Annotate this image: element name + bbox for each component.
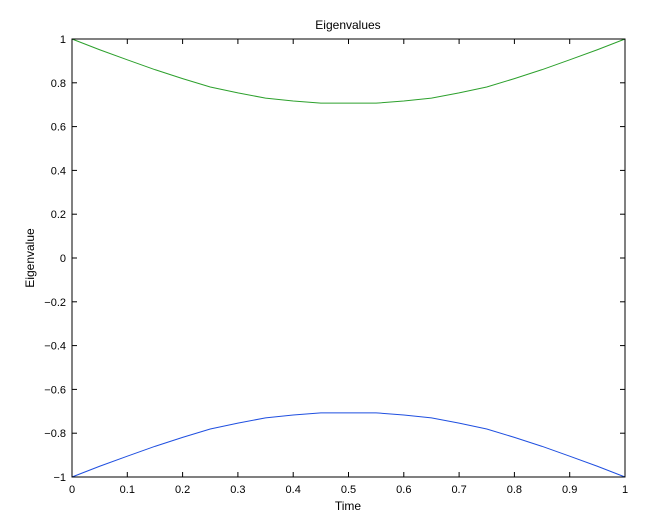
x-tick-label: 0.2 bbox=[175, 484, 190, 496]
y-tick-label: 0.4 bbox=[51, 165, 66, 177]
y-tick-label: −0.8 bbox=[44, 428, 66, 440]
series-layer bbox=[71, 38, 626, 478]
series-line-1 bbox=[71, 38, 626, 104]
x-tick-label: 0.6 bbox=[396, 484, 411, 496]
x-axis-ticks: 0 0.1 0.2 0.3 0.4 0.5 0.6 0.7 0.8 0.9 1 bbox=[69, 39, 628, 496]
plot-area bbox=[71, 38, 626, 478]
y-tick-label: −1 bbox=[53, 472, 66, 484]
y-tick-label: 0.8 bbox=[51, 78, 66, 90]
y-tick-label: 1 bbox=[60, 34, 66, 46]
y-tick-label: 0.6 bbox=[51, 122, 66, 134]
x-tick-label: 0.3 bbox=[230, 484, 245, 496]
x-tick-label: 0.4 bbox=[286, 484, 301, 496]
x-tick-label: 1 bbox=[622, 484, 628, 496]
y-tick-label: −0.2 bbox=[44, 297, 66, 309]
x-axis-label: Time bbox=[335, 499, 362, 513]
x-tick-label: 0.8 bbox=[507, 484, 522, 496]
x-tick-label: 0.5 bbox=[341, 484, 356, 496]
chart-title: Eigenvalues bbox=[315, 18, 380, 32]
y-axis-label: Eigenvalue bbox=[23, 228, 37, 288]
x-tick-label: 0.7 bbox=[451, 484, 466, 496]
y-tick-label: 0 bbox=[60, 253, 66, 265]
y-axis-ticks: 1 0.8 0.6 0.4 0.2 0 −0.2 −0.4 −0.6 −0.8 −1 bbox=[44, 34, 625, 484]
y-tick-label: 0.2 bbox=[51, 209, 66, 221]
x-tick-label: 0 bbox=[69, 484, 75, 496]
x-tick-label: 0.1 bbox=[120, 484, 135, 496]
series-line-2 bbox=[71, 412, 626, 478]
y-tick-label: −0.4 bbox=[44, 341, 66, 353]
y-tick-label: −0.6 bbox=[44, 384, 66, 396]
x-tick-label: 0.9 bbox=[562, 484, 577, 496]
